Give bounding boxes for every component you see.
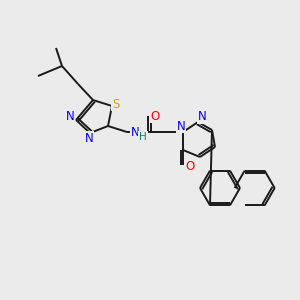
Text: N: N [85,131,93,145]
Text: H: H [139,132,147,142]
Text: O: O [150,110,160,122]
Text: N: N [66,110,74,124]
Text: N: N [198,110,206,124]
Text: S: S [112,98,120,110]
Text: O: O [185,160,195,172]
Text: N: N [177,119,185,133]
Text: N: N [131,125,140,139]
